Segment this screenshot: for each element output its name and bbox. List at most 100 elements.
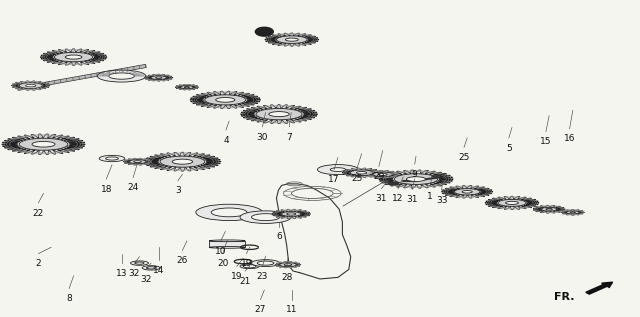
Text: 1: 1 [428, 192, 433, 201]
Ellipse shape [243, 265, 256, 268]
Ellipse shape [19, 83, 42, 88]
Ellipse shape [109, 73, 134, 79]
Polygon shape [18, 64, 146, 90]
Polygon shape [275, 262, 301, 268]
Ellipse shape [287, 213, 296, 215]
Ellipse shape [462, 191, 472, 193]
Text: 7: 7 [287, 133, 292, 141]
Ellipse shape [135, 262, 144, 264]
Ellipse shape [276, 36, 307, 43]
Text: 19: 19 [241, 259, 252, 268]
Polygon shape [379, 170, 453, 188]
Text: 32: 32 [140, 275, 152, 284]
Polygon shape [190, 91, 260, 108]
Polygon shape [40, 49, 107, 65]
Text: 31: 31 [406, 195, 418, 204]
Ellipse shape [350, 170, 373, 176]
Ellipse shape [454, 189, 480, 195]
Polygon shape [533, 205, 565, 213]
Text: 12: 12 [392, 194, 404, 203]
Text: 26: 26 [177, 256, 188, 265]
Text: 31: 31 [376, 194, 387, 203]
Polygon shape [367, 171, 399, 178]
Ellipse shape [156, 77, 162, 78]
Ellipse shape [269, 112, 289, 117]
Text: 19: 19 [231, 272, 243, 281]
Text: 30: 30 [257, 133, 268, 141]
Text: 32: 32 [129, 269, 140, 278]
Ellipse shape [330, 168, 346, 171]
Text: 4: 4 [223, 136, 228, 145]
Ellipse shape [151, 76, 166, 80]
Text: 21: 21 [239, 277, 251, 286]
Text: 29: 29 [373, 172, 385, 181]
Ellipse shape [570, 212, 575, 213]
Text: 13: 13 [116, 269, 127, 278]
Ellipse shape [378, 173, 387, 175]
Text: 20: 20 [217, 259, 228, 268]
Ellipse shape [566, 211, 579, 214]
Ellipse shape [32, 141, 55, 147]
Ellipse shape [142, 266, 160, 270]
Ellipse shape [252, 260, 280, 267]
Text: 16: 16 [564, 134, 575, 143]
Polygon shape [265, 33, 319, 46]
Ellipse shape [131, 261, 148, 265]
Ellipse shape [317, 165, 358, 175]
Polygon shape [241, 105, 317, 124]
Ellipse shape [256, 108, 302, 120]
Text: 23: 23 [257, 272, 268, 281]
Ellipse shape [134, 161, 141, 163]
Text: 25: 25 [351, 174, 363, 183]
Polygon shape [175, 84, 198, 90]
Ellipse shape [26, 84, 36, 87]
Ellipse shape [54, 52, 93, 62]
Ellipse shape [196, 204, 262, 221]
Ellipse shape [184, 87, 189, 88]
Ellipse shape [180, 86, 193, 89]
Ellipse shape [506, 201, 518, 204]
Ellipse shape [394, 174, 438, 184]
Polygon shape [272, 209, 310, 219]
Polygon shape [342, 168, 381, 178]
Ellipse shape [257, 261, 274, 265]
Ellipse shape [216, 98, 235, 102]
Polygon shape [12, 81, 50, 90]
Polygon shape [442, 185, 493, 198]
Text: 8: 8 [67, 294, 72, 303]
Text: FR.: FR. [554, 292, 574, 302]
Polygon shape [2, 134, 85, 154]
Ellipse shape [97, 70, 146, 82]
Text: 5: 5 [506, 144, 511, 152]
Text: 10: 10 [215, 247, 227, 256]
Bar [209, 241, 245, 247]
Ellipse shape [99, 155, 125, 162]
Ellipse shape [541, 207, 557, 211]
Ellipse shape [284, 264, 292, 266]
Ellipse shape [406, 177, 426, 181]
Polygon shape [561, 210, 584, 215]
Ellipse shape [280, 263, 296, 267]
Ellipse shape [129, 160, 146, 164]
Text: 25: 25 [458, 153, 470, 162]
FancyArrow shape [586, 282, 612, 294]
Polygon shape [145, 74, 173, 81]
Ellipse shape [546, 209, 552, 210]
Text: 27: 27 [255, 305, 266, 314]
Ellipse shape [106, 157, 118, 160]
Ellipse shape [282, 212, 301, 216]
Ellipse shape [252, 214, 280, 221]
Ellipse shape [373, 172, 392, 177]
Text: 33: 33 [436, 196, 447, 205]
Ellipse shape [160, 156, 205, 167]
Text: 9: 9 [412, 170, 417, 179]
Text: 22: 22 [33, 209, 44, 217]
Text: 15: 15 [540, 137, 552, 146]
Ellipse shape [19, 138, 68, 150]
Ellipse shape [65, 55, 82, 59]
Ellipse shape [172, 159, 193, 164]
Text: 18: 18 [100, 185, 112, 194]
Ellipse shape [209, 240, 245, 242]
Ellipse shape [209, 247, 245, 248]
Text: 24: 24 [127, 183, 139, 192]
